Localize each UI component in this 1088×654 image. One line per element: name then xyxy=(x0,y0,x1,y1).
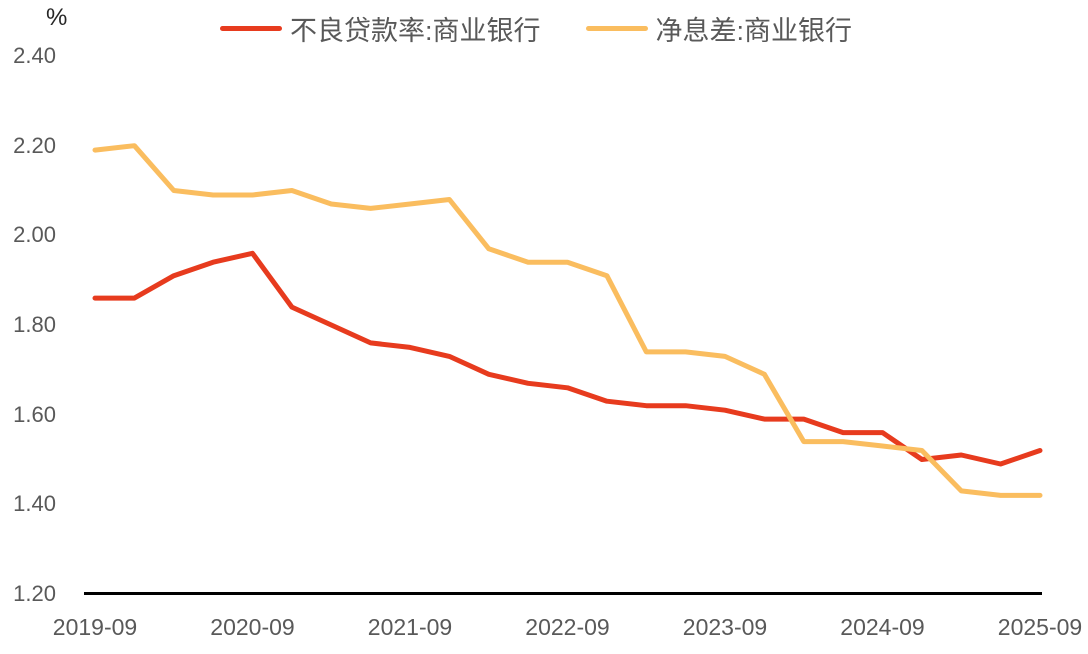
y-tick-label: 1.60 xyxy=(13,401,56,427)
x-tick-label: 2022-09 xyxy=(525,614,610,640)
legend-label-net-interest-margin: 净息差:商业银行 xyxy=(655,15,853,46)
npl-ratio-line xyxy=(92,250,1043,467)
legend-label-npl-ratio: 不良贷款率:商业银行 xyxy=(290,15,541,46)
x-tick-label: 2021-09 xyxy=(367,614,453,640)
y-axis-unit-label: % xyxy=(46,4,68,31)
net-interest-margin-line xyxy=(92,143,1043,498)
x-tick-label: 2025-09 xyxy=(997,614,1083,640)
legend: 不良贷款率:商业银行 净息差:商业银行 xyxy=(220,9,853,48)
net-interest-margin-line-swatch xyxy=(585,25,648,31)
y-tick-label: 1.20 xyxy=(13,581,56,606)
legend-item-net-interest-margin: 净息差:商业银行 xyxy=(585,9,853,48)
x-tick-label: 2024-09 xyxy=(840,614,925,640)
x-tick-label: 2023-09 xyxy=(682,614,768,640)
x-axis-line xyxy=(84,592,1042,595)
y-tick-label: 2.20 xyxy=(13,132,56,158)
y-tick-label: 1.40 xyxy=(13,491,56,517)
y-tick-label: 2.40 xyxy=(13,43,56,68)
npl-ratio-line-swatch xyxy=(220,25,282,31)
legend-item-npl-ratio: 不良贷款率:商业银行 xyxy=(220,9,541,48)
x-tick-label: 2020-09 xyxy=(210,614,295,640)
y-tick-label: 1.80 xyxy=(13,312,56,337)
x-tick-label: 2019-09 xyxy=(52,614,138,640)
y-tick-label: 2.00 xyxy=(13,222,56,248)
